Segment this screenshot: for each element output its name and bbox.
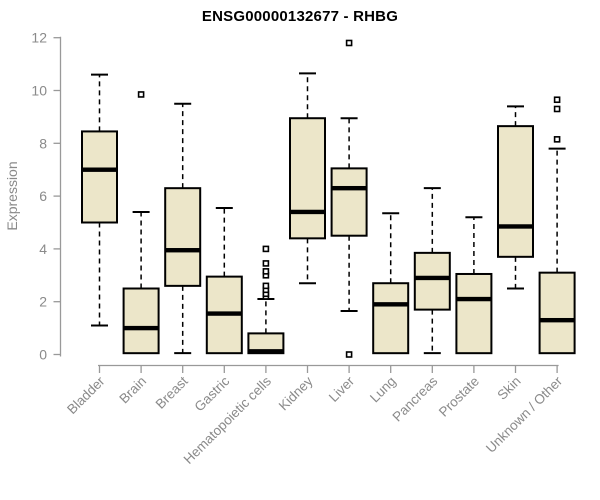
outlier-point [553,105,561,113]
outlier-point [345,39,353,47]
y-tick-label: 10 [31,83,47,99]
box-skin [497,105,534,290]
outlier-point [553,136,561,143]
outlier-point [262,245,270,253]
box-lung [372,212,410,355]
chart-title: ENSG00000132677 - RHBG [201,8,399,25]
y-tick-label: 0 [39,347,47,363]
y-tick-label: 4 [39,241,47,257]
outlier-point [262,260,270,267]
outlier-point [262,282,270,290]
box-unknown-other [538,96,576,355]
x-label-lung: Lung [367,374,399,406]
outlier-point [553,96,561,104]
box-kidney [289,72,326,285]
x-label-skin: Skin [494,374,523,403]
box-prostate [455,216,493,355]
x-label-gastric: Gastric [192,373,233,414]
box-brain [122,91,160,355]
y-tick-label: 2 [39,294,47,310]
box-breast [164,102,202,355]
outlier-point [137,91,145,98]
x-label-unknown-other: Unknown / Other [483,373,566,456]
box-liver [330,39,368,358]
x-label-brain: Brain [116,374,149,407]
x-label-pancreas: Pancreas [389,373,440,424]
y-tick-label: 8 [39,135,47,151]
x-label-bladder: Bladder [64,373,108,417]
outlier-point [345,351,353,358]
box-bladder [81,73,118,327]
x-label-breast: Breast [153,373,191,411]
x-label-prostate: Prostate [436,374,482,420]
x-label-kidney: Kidney [276,373,316,413]
box-pancreas [413,187,451,355]
y-axis: 0 2 4 6 8 10 12 [31,30,62,363]
outlier-point [262,268,270,275]
y-tick-label: 6 [39,188,47,204]
box-gastric [205,206,243,355]
y-tick-label: 12 [31,30,47,46]
box-hematopoietic-cells [247,245,285,355]
x-label-liver: Liver [326,373,358,405]
